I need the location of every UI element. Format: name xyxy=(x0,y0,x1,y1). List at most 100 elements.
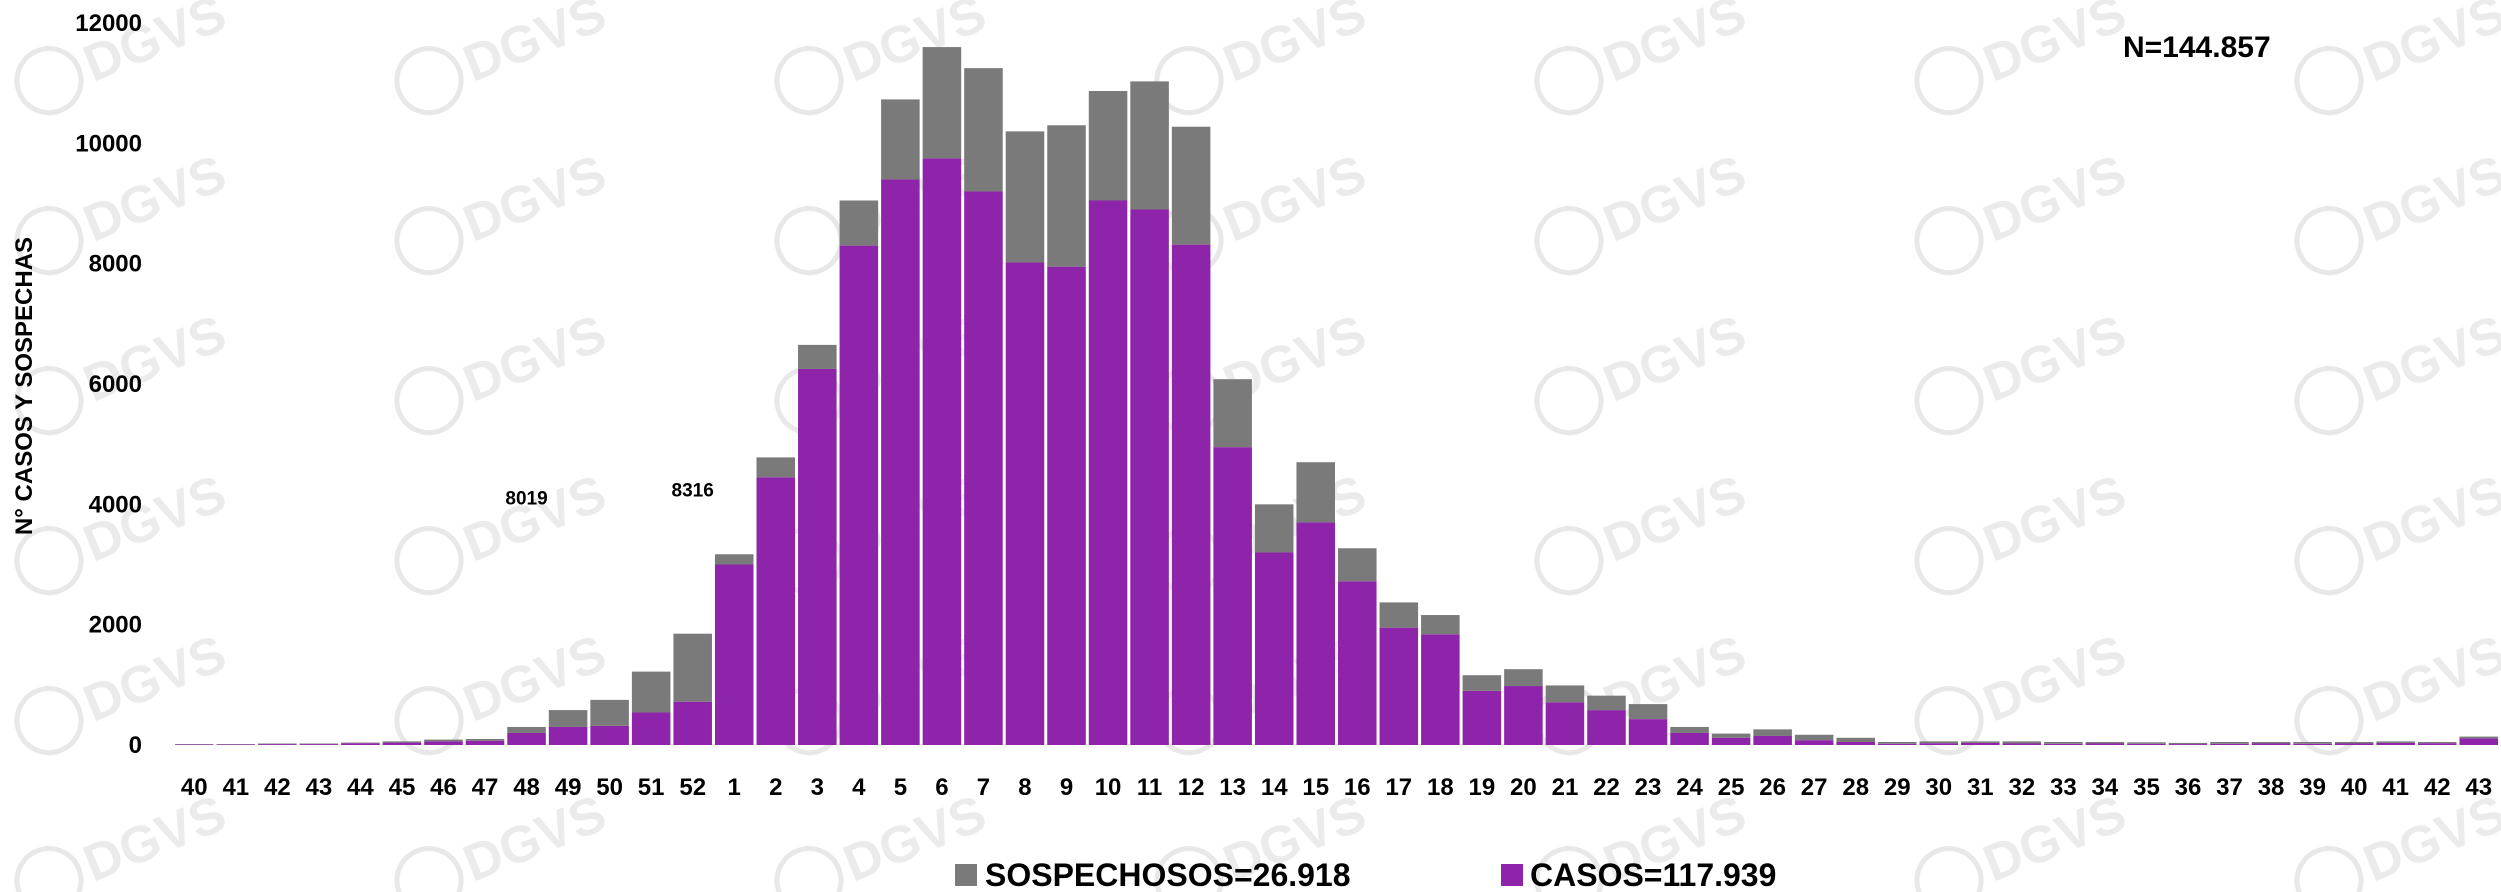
bar-sospechosos xyxy=(2417,741,2457,744)
bar-sospechosos xyxy=(922,47,962,159)
bar-sospechosos xyxy=(1877,741,1917,744)
watermark-logo: DGVS xyxy=(1534,304,1754,436)
bar-casos xyxy=(2376,742,2415,745)
globe-icon xyxy=(2294,846,2364,892)
bar-sospechosos xyxy=(465,738,505,741)
bar-casos xyxy=(1670,732,1709,745)
y-axis-label: N° CASOS Y SOSPECHAS xyxy=(11,237,38,535)
bar-casos xyxy=(964,191,1003,746)
bar-sospechosos xyxy=(673,633,712,702)
bar-sospechosos xyxy=(1670,726,1709,733)
x-tick-label: 33 xyxy=(2050,774,2077,801)
bar-casos xyxy=(1130,209,1169,745)
bar-sospechosos xyxy=(964,68,1003,192)
x-tick-label: 16 xyxy=(1344,774,1371,801)
watermark-text: DGVS xyxy=(456,464,614,573)
bar-casos xyxy=(2459,738,2498,745)
watermark-text: DGVS xyxy=(76,624,234,733)
watermark-text: DGVS xyxy=(1976,304,2134,413)
watermark-logo: DGVS xyxy=(394,464,614,596)
bar-casos xyxy=(1379,627,1419,745)
globe-icon xyxy=(2294,686,2364,756)
y-tick-label: 10000 xyxy=(75,130,142,157)
y-tick-label: 4000 xyxy=(89,491,142,518)
legend-label-sospechosos: SOSPECHOSOS=26.918 xyxy=(985,857,1351,892)
globe-icon xyxy=(1914,366,1984,436)
data-labels-layer: 8019 8316 xyxy=(505,481,713,510)
bar-sospechosos xyxy=(1545,685,1585,703)
bar-casos xyxy=(1296,522,1335,745)
watermark-text: DGVS xyxy=(1596,144,1754,253)
bar-sospechosos xyxy=(258,743,297,745)
bar-sospechosos xyxy=(299,743,339,745)
globe-icon xyxy=(394,206,464,276)
bar-sospechosos xyxy=(714,554,754,565)
globe-icon xyxy=(2294,366,2364,436)
bar-casos xyxy=(1088,200,1128,746)
bar-sospechosos xyxy=(1711,733,1751,738)
y-axis: 0 2000 4000 6000 8000 10000 12000 xyxy=(75,10,142,759)
x-tick-label: 17 xyxy=(1385,774,1412,801)
x-tick-label: 40 xyxy=(2341,774,2368,801)
bar-sospechosos xyxy=(1171,126,1211,245)
globe-icon xyxy=(394,686,464,756)
bar-casos xyxy=(382,742,422,745)
globe-icon xyxy=(1914,526,1984,596)
bar-casos xyxy=(2168,744,2208,745)
bar-sospechosos xyxy=(1130,81,1169,210)
watermark-logo: DGVS xyxy=(2294,464,2501,596)
bar-sospechosos xyxy=(2085,741,2125,744)
x-tick-label: 4 xyxy=(852,774,866,801)
globe-icon xyxy=(1534,46,1604,116)
x-tick-label: 46 xyxy=(430,774,457,801)
x-tick-label: 19 xyxy=(1469,774,1496,801)
globe-icon xyxy=(14,686,84,756)
bar-casos xyxy=(424,741,463,745)
watermark-logo: DGVS xyxy=(1914,464,2134,596)
bar-casos xyxy=(341,743,380,745)
globe-icon xyxy=(1914,846,1984,892)
bar-casos xyxy=(216,744,256,745)
watermark-text: DGVS xyxy=(1216,0,1374,93)
globe-icon xyxy=(1534,206,1604,276)
bar-sospechosos xyxy=(798,344,837,369)
x-tick-label: 6 xyxy=(935,774,948,801)
bar-sospechosos xyxy=(1338,548,1377,582)
globe-icon xyxy=(14,46,84,116)
y-tick-label: 8000 xyxy=(89,251,142,278)
watermark-text: DGVS xyxy=(456,144,614,253)
bar-casos xyxy=(1877,743,1917,745)
x-tick-label: 3 xyxy=(811,774,824,801)
x-tick-label: 36 xyxy=(2175,774,2202,801)
bar-sospechosos xyxy=(1462,675,1502,691)
bar-sospechosos xyxy=(1005,131,1045,263)
watermark-text: DGVS xyxy=(76,784,234,892)
watermark-logo: DGVS xyxy=(1534,464,1754,596)
x-tick-label: 21 xyxy=(1552,774,1579,801)
legend: SOSPECHOSOS=26.918 CASOS=117.939 xyxy=(955,857,1776,892)
watermark-logo: DGVS xyxy=(1914,624,2134,756)
x-tick-label: 40 xyxy=(181,774,208,801)
x-tick-label: 2 xyxy=(769,774,782,801)
x-tick-label: 26 xyxy=(1759,774,1786,801)
watermark-text: DGVS xyxy=(456,304,614,413)
x-tick-label: 31 xyxy=(1967,774,1994,801)
globe-icon xyxy=(1534,846,1604,892)
globe-icon xyxy=(774,206,844,276)
bar-casos xyxy=(1794,740,1834,745)
bar-casos xyxy=(1836,741,1875,745)
x-tick-label: 35 xyxy=(2133,774,2160,801)
globe-icon xyxy=(1154,846,1224,892)
bar-sospechosos xyxy=(507,726,546,733)
globe-icon xyxy=(14,526,84,596)
bar-sospechosos xyxy=(2376,741,2415,743)
data-label: 8316 xyxy=(672,481,714,502)
bar-casos xyxy=(2085,743,2125,745)
bar-sospechosos xyxy=(1254,504,1294,553)
bar-sospechosos xyxy=(881,99,920,180)
x-tick-label: 24 xyxy=(1676,774,1703,801)
bar-casos xyxy=(465,740,505,745)
watermark-text: DGVS xyxy=(456,0,614,93)
watermark-logo: DGVS xyxy=(394,304,614,436)
x-tick-label: 15 xyxy=(1302,774,1329,801)
